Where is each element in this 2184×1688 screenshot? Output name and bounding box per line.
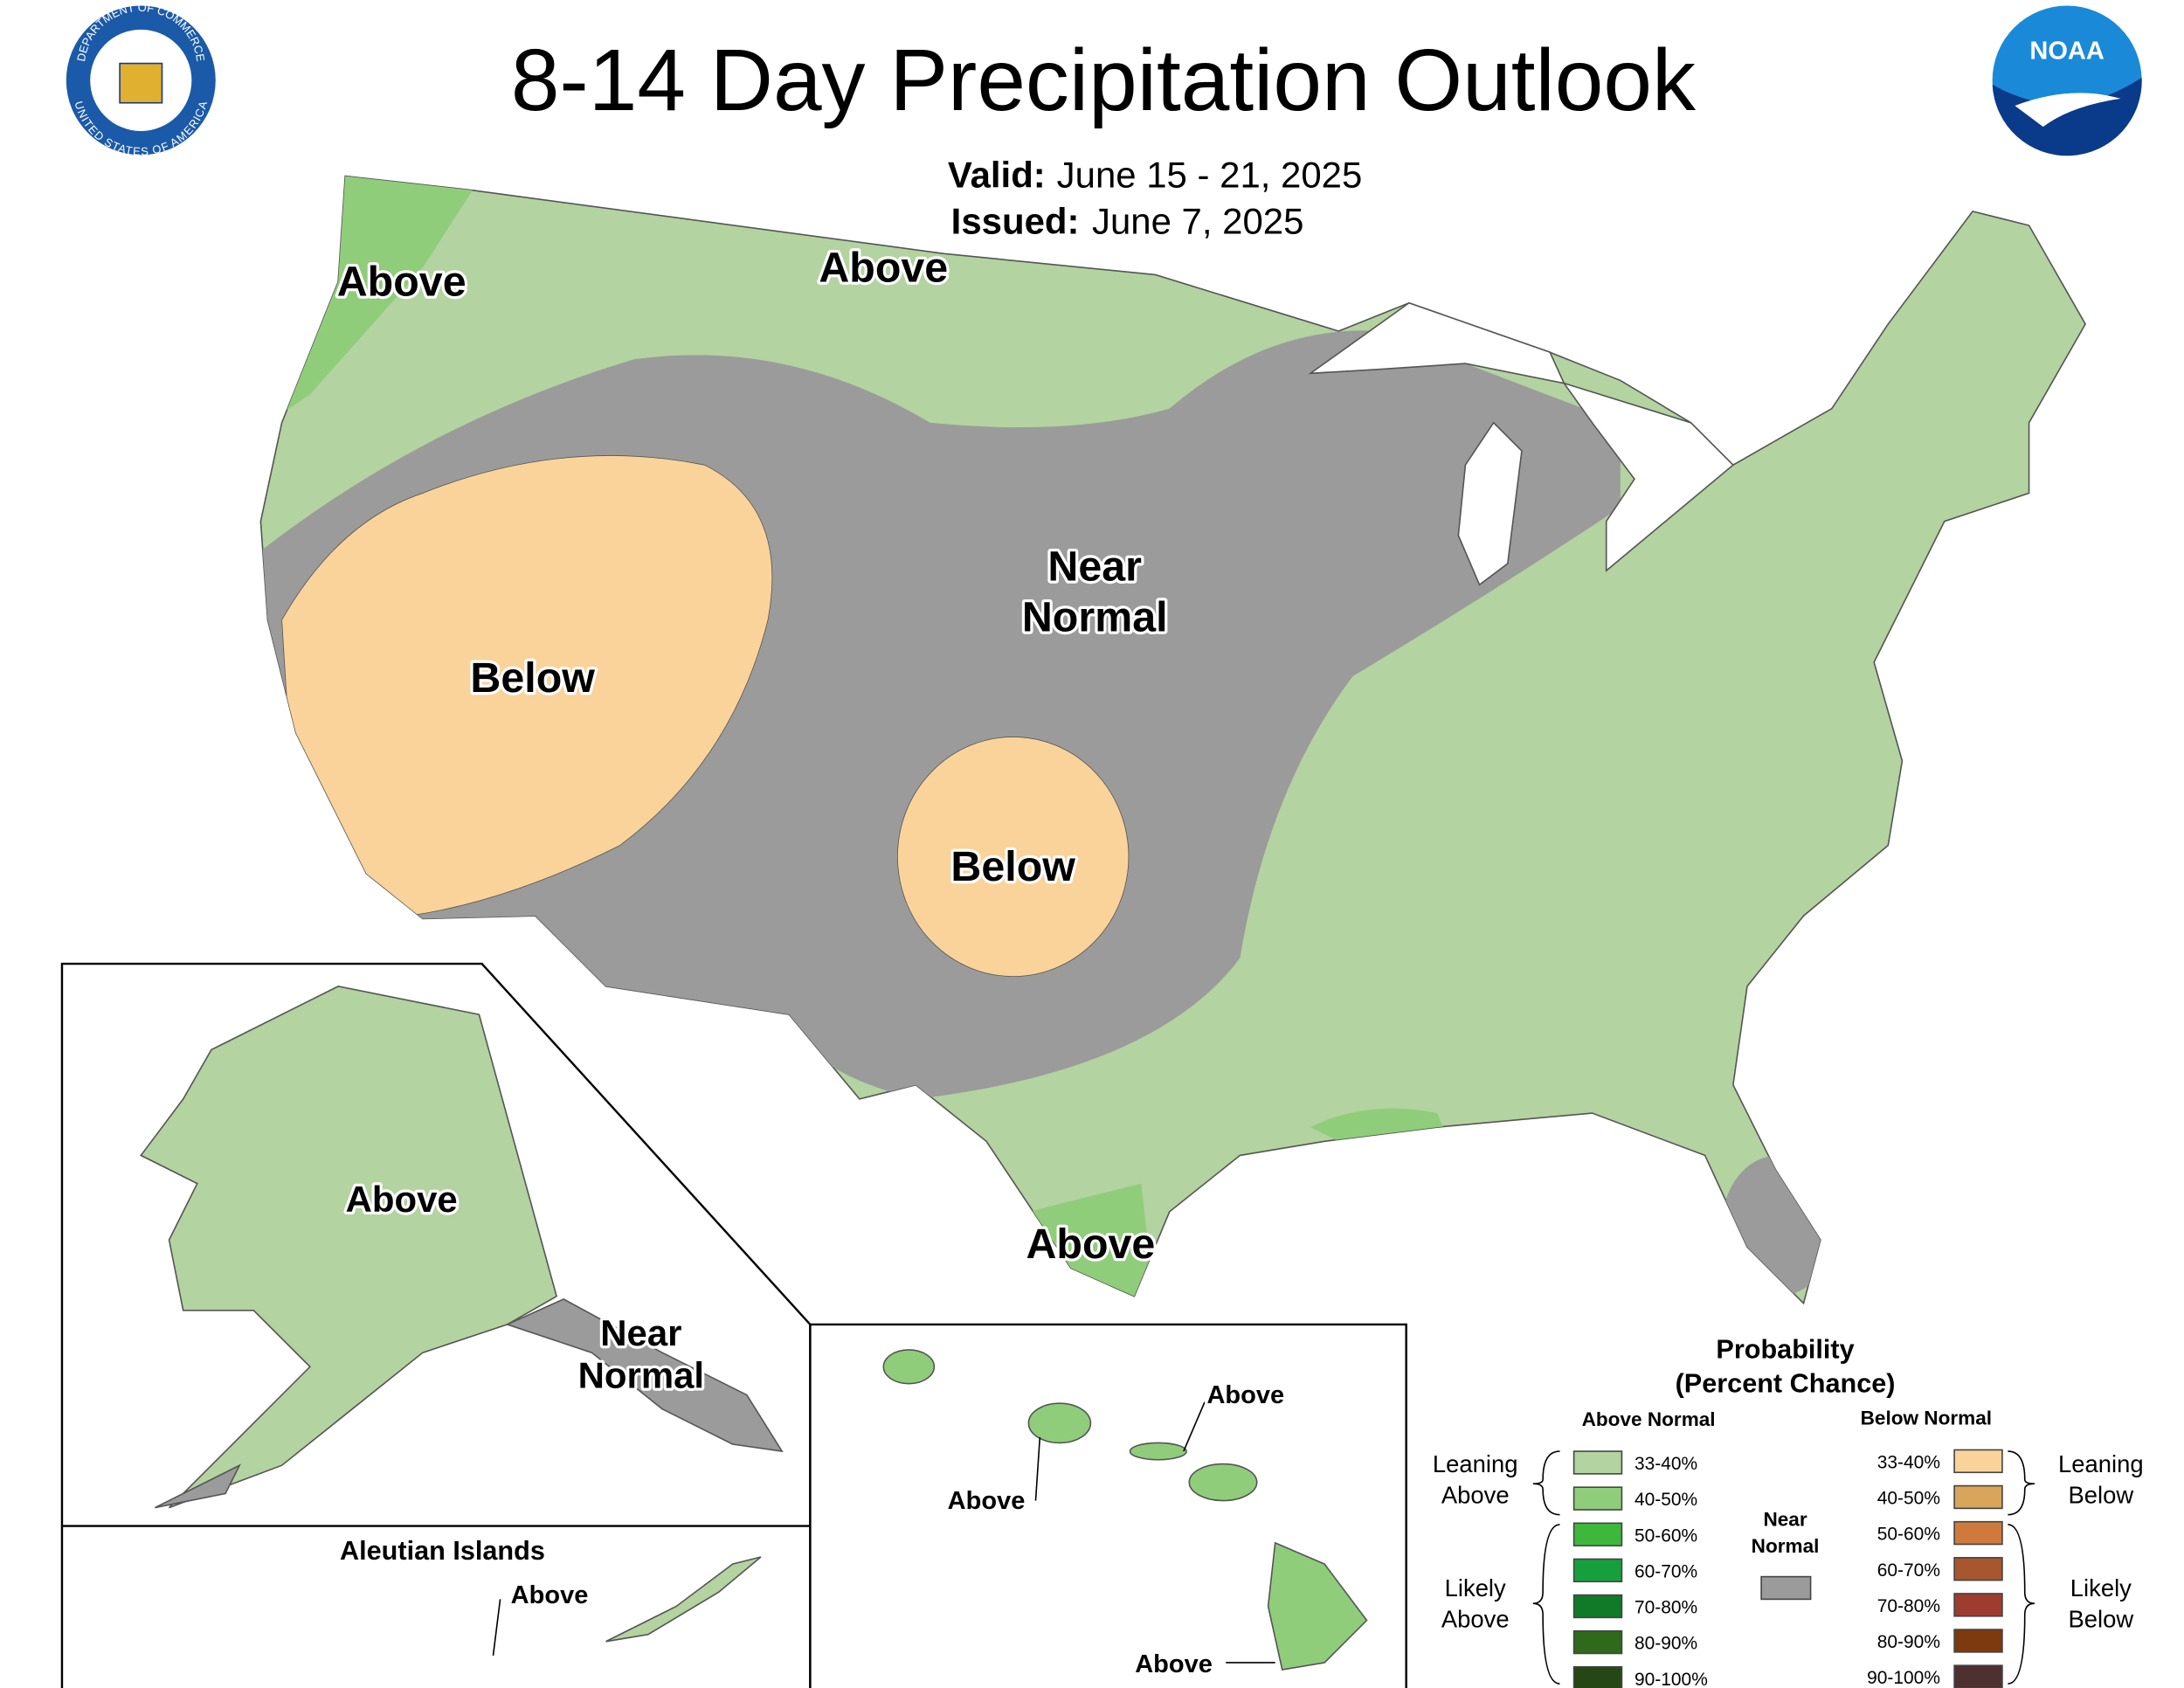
map-label: Above — [819, 245, 948, 292]
legend-label: 33-40% — [1635, 1454, 1697, 1474]
map-label: Normal — [1022, 593, 1168, 640]
legend-swatch — [1760, 1575, 1812, 1601]
legend-swatch — [1953, 1664, 2003, 1688]
legend-label: 33-40% — [1877, 1452, 1940, 1472]
map-label: Below — [950, 843, 1075, 890]
alaska — [140, 986, 558, 1509]
map-label: Below — [470, 654, 595, 702]
legend-label: 80-90% — [1635, 1634, 1697, 1654]
noaa-text: NOAA — [2029, 38, 2104, 66]
legend-swatch — [1953, 1629, 2003, 1653]
legend-group: Likely — [2070, 1574, 2132, 1602]
legend-label: 60-70% — [1877, 1560, 1940, 1581]
legend-swatch — [1572, 1558, 1623, 1583]
legend-swatch — [1572, 1450, 1623, 1475]
legend-near: Near — [1763, 1509, 1807, 1531]
legend-label: 60-70% — [1635, 1561, 1697, 1581]
leader-line — [492, 1401, 1275, 1664]
conus-regions — [260, 176, 1835, 1304]
island — [882, 1349, 936, 1385]
island — [1188, 1463, 1258, 1502]
legend-swatch — [1572, 1594, 1623, 1619]
map-label: Above — [1206, 1381, 1284, 1409]
map-label: Above — [346, 1179, 458, 1220]
lake — [1562, 382, 1735, 572]
legend-group: Above — [1441, 1482, 1510, 1509]
seal-shield — [119, 62, 163, 104]
legend-label: 90-100% — [1867, 1668, 1940, 1688]
aleutians — [605, 1556, 762, 1643]
legend-label: 50-60% — [1635, 1525, 1697, 1546]
legend-group: Leaning — [1433, 1450, 1518, 1477]
legend-header: Below Normal — [1861, 1407, 1992, 1429]
map-label: Above — [948, 1487, 1026, 1515]
legend-label: 50-60% — [1877, 1525, 1940, 1545]
legend-swatch — [1953, 1449, 2003, 1474]
legend-group: Below — [2069, 1606, 2134, 1633]
map-label: Near — [600, 1312, 681, 1353]
map-label: Above — [511, 1581, 589, 1609]
legend-header: Above Normal — [1582, 1408, 1716, 1430]
valid-label: Valid: — [948, 154, 1046, 195]
legend-group: Above — [1441, 1606, 1510, 1633]
island — [1267, 1541, 1368, 1671]
alaska-panhandle — [505, 1297, 784, 1453]
aleutian-title: Aleutian Islands — [340, 1536, 545, 1566]
legend-group: Leaning — [2058, 1450, 2144, 1477]
issued-label: Issued: — [951, 201, 1080, 242]
map-label: Above — [1135, 1650, 1213, 1678]
legend-title: Probability — [1716, 1335, 1854, 1365]
legend-title: (Percent Chance) — [1676, 1368, 1896, 1398]
map-label: Near — [1047, 543, 1142, 590]
legend-label: 70-80% — [1877, 1596, 1940, 1616]
legend-swatch — [1953, 1520, 2003, 1546]
legend-label: 70-80% — [1635, 1598, 1697, 1618]
legend-group: Below — [2069, 1482, 2134, 1509]
map-label: Normal — [578, 1355, 704, 1396]
legend-swatch — [1572, 1486, 1623, 1511]
legend-brace — [1532, 1450, 2035, 1685]
island — [1129, 1442, 1187, 1461]
near-normal-region — [1721, 1155, 1835, 1297]
legend-label: 40-50% — [1635, 1490, 1697, 1510]
legend-swatch — [1572, 1522, 1623, 1546]
legend-swatch — [1953, 1484, 2003, 1510]
lake — [1457, 421, 1523, 586]
below-region — [897, 737, 1130, 977]
legend-label: 90-100% — [1635, 1670, 1708, 1688]
issued-value: June 7, 2025 — [1092, 201, 1303, 242]
legend-group: Likely — [1445, 1574, 1506, 1602]
legend-swatch — [1572, 1666, 1623, 1688]
legend-swatch — [1572, 1629, 1623, 1655]
legend-label: 40-50% — [1877, 1489, 1940, 1509]
island — [1027, 1402, 1092, 1444]
map-label: Above — [337, 259, 467, 306]
legend-swatch — [1953, 1593, 2003, 1617]
map-label: Above — [1026, 1221, 1155, 1268]
legend-near: Normal — [1752, 1535, 1820, 1557]
noaa-gull — [2015, 93, 2121, 128]
valid-value: June 15 - 21, 2025 — [1057, 154, 1363, 195]
alaska-peninsula — [155, 1463, 241, 1509]
legend-label: 80-90% — [1877, 1632, 1940, 1652]
legend-swatch — [1953, 1557, 2003, 1581]
title: 8-14 Day Precipitation Outlook — [511, 31, 1697, 129]
